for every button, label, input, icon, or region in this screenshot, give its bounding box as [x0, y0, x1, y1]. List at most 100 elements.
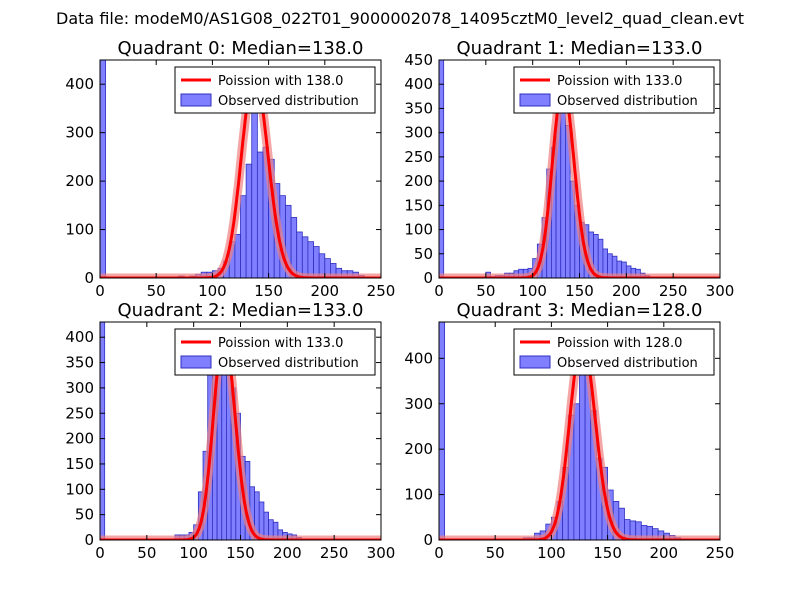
- y-tick-label: 100: [404, 486, 433, 504]
- quadrant-2-title: Quadrant 2: Median=133.0: [118, 300, 364, 321]
- x-tick-label: 300: [706, 282, 735, 300]
- quadrant-3-axes-frame: [438, 321, 721, 541]
- legend-fit-label: Poission with 133.0: [557, 74, 682, 89]
- legend-fit-label: Poission with 128.0: [557, 336, 682, 351]
- x-tick-label: 200: [273, 544, 302, 562]
- y-tick-label: 100: [65, 221, 94, 239]
- y-tick-label: 100: [65, 480, 94, 498]
- legend-box: [513, 66, 715, 114]
- legend-hist-swatch: [519, 93, 551, 107]
- y-tick-label: 350: [65, 354, 94, 372]
- x-tick-label: 50: [137, 544, 156, 562]
- histogram-bar: [100, 60, 107, 278]
- poisson-fit-line: [100, 73, 381, 278]
- x-tick-label: 150: [254, 282, 283, 300]
- x-tick-label: 250: [706, 544, 735, 562]
- x-tick-label: 250: [367, 282, 396, 300]
- quadrant-2-panel: 0 50 100 150 200 250 300 0 50 100 150 200 250 300 350 4…: [65, 300, 395, 562]
- quadrant-0-title: Quadrant 0: Median=138.0: [118, 38, 364, 59]
- y-tick-label: 400: [404, 349, 433, 367]
- y-tick-label: 400: [404, 75, 433, 93]
- x-tick-label: 150: [565, 282, 594, 300]
- y-tick-label: 450: [404, 51, 433, 69]
- quadrant-0-axes-frame: [99, 59, 382, 279]
- x-tick-label: 150: [593, 544, 622, 562]
- y-tick-label: 300: [404, 124, 433, 142]
- figure-suptitle: Data file: modeM0/AS1G08_022T01_90000020…: [56, 9, 744, 29]
- legend-hist-label: Observed distribution: [557, 356, 698, 371]
- y-tick-label: 400: [65, 328, 94, 346]
- histogram-bar: [313, 246, 320, 278]
- quadrant-1-plot-area: [439, 60, 720, 278]
- y-tick-label: 200: [404, 440, 433, 458]
- y-tick-label: 250: [404, 148, 433, 166]
- y-tick-label: 350: [404, 99, 433, 117]
- quadrant-3-title: Quadrant 3: Median=128.0: [457, 300, 703, 321]
- y-tick-label: 150: [404, 196, 433, 214]
- histogram-bar: [439, 60, 445, 278]
- y-tick-label: 400: [65, 75, 94, 93]
- y-tick-label: 150: [65, 455, 94, 473]
- quadrant-3-legend: Poission with 128.0 Observed distribution: [513, 328, 715, 376]
- legend-hist-label: Observed distribution: [218, 356, 359, 371]
- legend-hist-swatch: [519, 355, 551, 369]
- x-tick-label: 0: [434, 544, 444, 562]
- y-tick-label: 100: [404, 221, 433, 239]
- x-tick-label: 200: [310, 282, 339, 300]
- poisson-fit-line: [100, 333, 381, 540]
- y-tick-label: 250: [65, 404, 94, 422]
- quadrant-1-legend: Poission with 133.0 Observed distribution: [513, 66, 715, 114]
- x-tick-label: 100: [518, 282, 547, 300]
- histogram-bar: [240, 195, 247, 278]
- quadrant-0-legend: Poission with 138.0 Observed distribution: [174, 66, 376, 114]
- legend-hist-swatch: [180, 355, 212, 369]
- histogram-bar: [301, 236, 309, 278]
- poisson-fit-line: [439, 85, 720, 278]
- quadrant-1-title: Quadrant 1: Median=133.0: [457, 38, 703, 59]
- legend-hist-label: Observed distribution: [557, 94, 698, 109]
- quadrant-1-panel: 0 50 100 150 200 250 300 0 50 100 150 200 250 300 350 4…: [404, 38, 734, 300]
- y-tick-label: 300: [65, 379, 94, 397]
- x-tick-label: 0: [434, 282, 444, 300]
- y-tick-label: 50: [414, 245, 433, 263]
- x-tick-label: 100: [198, 282, 227, 300]
- quadrant-0-plot-area: [100, 60, 381, 278]
- y-tick-label: 0: [423, 269, 433, 287]
- x-tick-label: 0: [95, 544, 105, 562]
- x-tick-label: 250: [659, 282, 688, 300]
- y-tick-label: 0: [423, 531, 433, 549]
- histogram-bar: [245, 163, 253, 278]
- histogram-bar: [439, 322, 446, 540]
- quadrant-3-panel: 0 50 100 150 200 250 0 100 200 300 400 Quadrant 3: …: [404, 300, 734, 562]
- quadrant-2-plot-area: [100, 322, 381, 540]
- y-tick-label: 0: [84, 269, 94, 287]
- histogram-bar: [256, 151, 264, 278]
- x-tick-label: 50: [476, 282, 495, 300]
- histogram-bar: [234, 233, 241, 278]
- legend-hist-label: Observed distribution: [218, 94, 359, 109]
- histogram-bar: [296, 231, 303, 278]
- quadrant-2-legend: Poission with 133.0 Observed distribution: [174, 328, 376, 376]
- x-tick-label: 150: [226, 544, 255, 562]
- x-tick-label: 0: [95, 282, 105, 300]
- x-tick-label: 50: [147, 282, 166, 300]
- x-tick-label: 200: [649, 544, 678, 562]
- x-tick-label: 200: [612, 282, 641, 300]
- y-tick-label: 50: [75, 506, 94, 524]
- y-tick-label: 300: [65, 124, 94, 142]
- histogram-bar: [100, 322, 106, 540]
- quadrant-0-panel: 0 50 100 150 200 250 0 100 200 300 400 Quadrant 0: …: [65, 38, 395, 300]
- y-tick-label: 200: [65, 172, 94, 190]
- x-tick-label: 100: [179, 544, 208, 562]
- x-tick-label: 300: [367, 544, 396, 562]
- x-tick-label: 250: [320, 544, 349, 562]
- y-tick-label: 0: [84, 531, 94, 549]
- x-tick-label: 100: [537, 544, 566, 562]
- legend-fit-label: Poission with 133.0: [218, 336, 343, 351]
- histogram-bar: [307, 241, 314, 278]
- histogram-bar: [573, 403, 580, 540]
- y-tick-label: 200: [404, 172, 433, 190]
- legend-fit-label: Poission with 138.0: [218, 74, 343, 89]
- legend-hist-swatch: [180, 93, 212, 107]
